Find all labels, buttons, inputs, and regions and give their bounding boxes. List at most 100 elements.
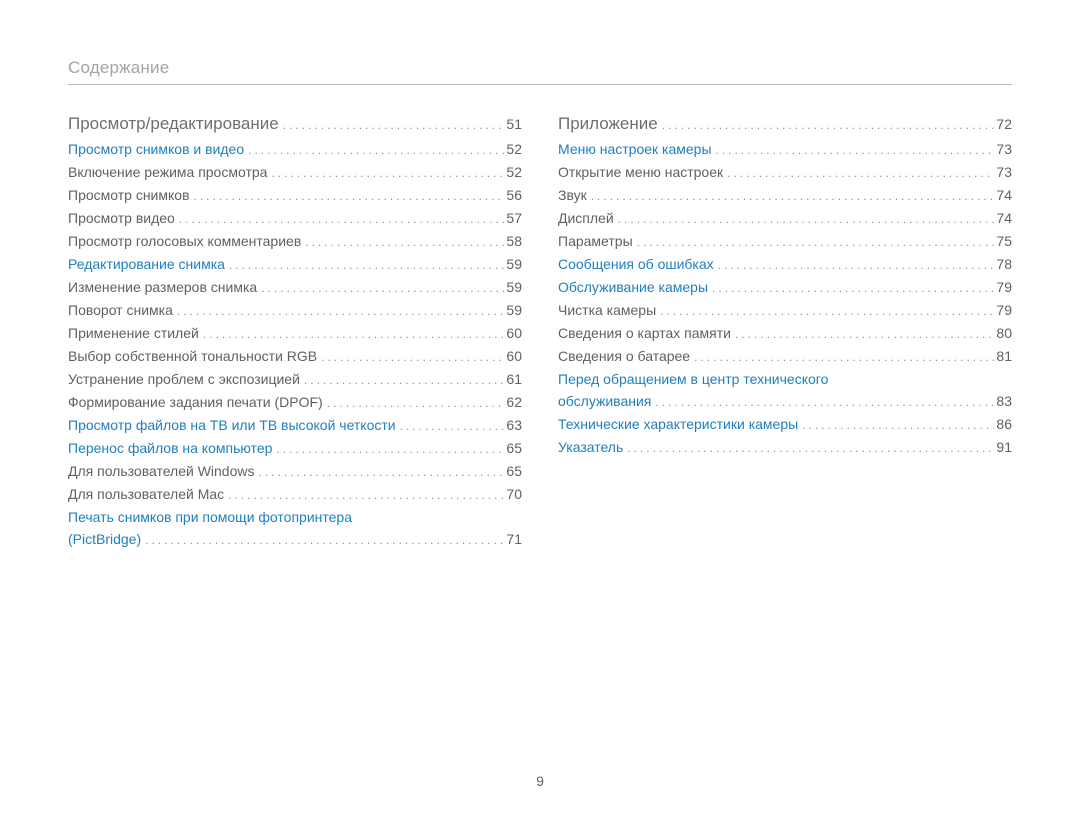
toc-label: (PictBridge) bbox=[68, 528, 141, 550]
toc-leader-dots bbox=[690, 346, 994, 368]
toc-label: Для пользователей Windows bbox=[68, 460, 254, 482]
toc-columns: Просмотр/редактирование 51 Просмотр снимко… bbox=[68, 113, 1012, 551]
toc-page-number: 57 bbox=[504, 207, 522, 229]
toc-page-number: 51 bbox=[504, 113, 522, 135]
toc-page-number: 62 bbox=[504, 391, 522, 413]
toc-row[interactable]: Указатель91 bbox=[558, 436, 1012, 459]
toc-row: Чистка камеры79 bbox=[558, 299, 1012, 322]
toc-label: Просмотр снимков bbox=[68, 184, 190, 206]
header-title: Содержание bbox=[68, 58, 1012, 78]
toc-page-number: 80 bbox=[994, 322, 1012, 344]
toc-label: Перенос файлов на компьютер bbox=[68, 437, 272, 459]
toc-row-multiline[interactable]: Печать снимков при помощи фотопринтера(P… bbox=[68, 506, 522, 551]
toc-page-number: 63 bbox=[504, 414, 522, 436]
toc-leader-dots bbox=[244, 139, 504, 161]
toc-page-number: 70 bbox=[504, 483, 522, 505]
toc-page-number: 74 bbox=[994, 207, 1012, 229]
toc-label: Технические характеристики камеры bbox=[558, 413, 798, 435]
toc-leader-dots bbox=[257, 277, 504, 299]
toc-page-number: 73 bbox=[994, 161, 1012, 183]
toc-row[interactable]: Редактирование снимка59 bbox=[68, 253, 522, 276]
toc-label: Устранение проблем с экспозицией bbox=[68, 368, 300, 390]
toc-page-number: 81 bbox=[994, 345, 1012, 367]
toc-page-number: 73 bbox=[994, 138, 1012, 160]
toc-row[interactable]: Меню настроек камеры 73 bbox=[558, 138, 1012, 161]
toc-label: Просмотр файлов на ТВ или ТВ высокой чет… bbox=[68, 414, 396, 436]
toc-label: Для пользователей Mac bbox=[68, 483, 224, 505]
toc-row: Дисплей 74 bbox=[558, 207, 1012, 230]
toc-page-number: 74 bbox=[994, 184, 1012, 206]
toc-row: Выбор собственной тональности RGB60 bbox=[68, 345, 522, 368]
toc-leader-dots bbox=[254, 461, 504, 483]
toc-label: Приложение bbox=[558, 113, 658, 135]
toc-row: Поворот снимка 59 bbox=[68, 299, 522, 322]
toc-row: Открытие меню настроек 73 bbox=[558, 161, 1012, 184]
toc-page-number: 52 bbox=[504, 161, 522, 183]
toc-row-multiline[interactable]: Перед обращением в центр техническогообс… bbox=[558, 368, 1012, 413]
toc-leader-dots bbox=[225, 254, 504, 276]
toc-leader-dots bbox=[798, 414, 994, 436]
toc-row: Параметры75 bbox=[558, 230, 1012, 253]
toc-row[interactable]: Сообщения об ошибках78 bbox=[558, 253, 1012, 276]
toc-label: Перед обращением в центр технического bbox=[558, 368, 1012, 390]
toc-leader-dots bbox=[141, 529, 504, 551]
toc-row: Просмотр/редактирование 51 bbox=[68, 113, 522, 136]
toc-label: Параметры bbox=[558, 230, 633, 252]
toc-label: обслуживания bbox=[558, 390, 651, 412]
toc-page-number: 83 bbox=[994, 390, 1012, 412]
toc-row: Для пользователей Windows 65 bbox=[68, 460, 522, 483]
toc-label: Сведения о батарее bbox=[558, 345, 690, 367]
toc-label: Формирование задания печати (DPOF) bbox=[68, 391, 323, 413]
toc-row[interactable]: Обслуживание камеры79 bbox=[558, 276, 1012, 299]
toc-row: Изменение размеров снимка59 bbox=[68, 276, 522, 299]
toc-page-number: 59 bbox=[504, 299, 522, 321]
toc-row: Формирование задания печати (DPOF) 62 bbox=[68, 391, 522, 414]
toc-page-number: 65 bbox=[504, 460, 522, 482]
toc-page-number: 61 bbox=[504, 368, 522, 390]
toc-leader-dots bbox=[272, 438, 504, 460]
toc-leader-dots bbox=[731, 323, 994, 345]
toc-row: Сведения о картах памяти 80 bbox=[558, 322, 1012, 345]
toc-page-number: 78 bbox=[994, 253, 1012, 275]
toc-row[interactable]: (PictBridge)71 bbox=[68, 528, 522, 551]
toc-page-number: 86 bbox=[994, 413, 1012, 435]
toc-leader-dots bbox=[633, 231, 995, 253]
toc-leader-dots bbox=[323, 392, 505, 414]
toc-page-number: 60 bbox=[504, 322, 522, 344]
toc-label: Меню настроек камеры bbox=[558, 138, 712, 160]
toc-row: Применение стилей60 bbox=[68, 322, 522, 345]
toc-leader-dots bbox=[279, 114, 505, 136]
toc-row: Звук74 bbox=[558, 184, 1012, 207]
toc-page-number: 58 bbox=[504, 230, 522, 252]
toc-label: Указатель bbox=[558, 436, 623, 458]
toc-label: Просмотр/редактирование bbox=[68, 113, 279, 135]
toc-row[interactable]: Перенос файлов на компьютер 65 bbox=[68, 437, 522, 460]
toc-label: Дисплей bbox=[558, 207, 614, 229]
toc-leader-dots bbox=[656, 300, 994, 322]
toc-row[interactable]: Технические характеристики камеры 86 bbox=[558, 413, 1012, 436]
toc-leader-dots bbox=[396, 415, 505, 437]
toc-page-number: 72 bbox=[994, 113, 1012, 135]
toc-label: Просмотр голосовых комментариев bbox=[68, 230, 301, 252]
page: Содержание Просмотр/редактирование51Прос… bbox=[0, 0, 1080, 815]
toc-row[interactable]: обслуживания 83 bbox=[558, 390, 1012, 413]
toc-leader-dots bbox=[712, 139, 995, 161]
toc-leader-dots bbox=[301, 231, 504, 253]
toc-leader-dots bbox=[317, 346, 504, 368]
toc-leader-dots bbox=[651, 391, 994, 413]
toc-label: Поворот снимка bbox=[68, 299, 173, 321]
page-number: 9 bbox=[0, 773, 1080, 789]
toc-leader-dots bbox=[224, 484, 504, 506]
toc-row: Приложение 72 bbox=[558, 113, 1012, 136]
toc-leader-dots bbox=[658, 114, 995, 136]
toc-label: Включение режима просмотра bbox=[68, 161, 267, 183]
toc-row[interactable]: Просмотр снимков и видео52 bbox=[68, 138, 522, 161]
toc-label: Просмотр снимков и видео bbox=[68, 138, 244, 160]
toc-label: Сведения о картах памяти bbox=[558, 322, 731, 344]
toc-row: Сведения о батарее 81 bbox=[558, 345, 1012, 368]
toc-page-number: 65 bbox=[504, 437, 522, 459]
toc-row: Просмотр снимков56 bbox=[68, 184, 522, 207]
left-column: Просмотр/редактирование 51 Просмотр снимко… bbox=[68, 113, 522, 551]
toc-row[interactable]: Просмотр файлов на ТВ или ТВ высокой чет… bbox=[68, 414, 522, 437]
toc-label: Открытие меню настроек bbox=[558, 161, 723, 183]
